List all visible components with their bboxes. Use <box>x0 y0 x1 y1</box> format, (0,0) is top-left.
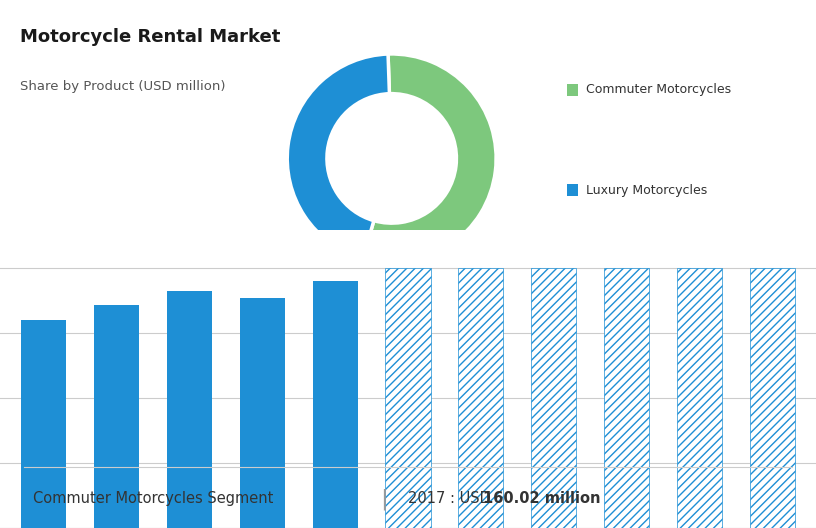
Wedge shape <box>363 54 496 263</box>
Text: 160.02 million: 160.02 million <box>483 492 601 506</box>
Text: 2017 : USD: 2017 : USD <box>408 492 495 506</box>
Text: |: | <box>379 488 388 510</box>
Bar <box>21 320 66 528</box>
Text: Motorcycle Rental Market: Motorcycle Rental Market <box>20 27 281 45</box>
Bar <box>750 269 795 528</box>
Wedge shape <box>287 54 389 259</box>
Bar <box>531 269 576 528</box>
Bar <box>676 269 722 528</box>
Bar <box>604 269 650 528</box>
Text: Luxury Motorcycles: Luxury Motorcycles <box>586 184 707 196</box>
Bar <box>166 290 212 528</box>
Text: Commuter Motorcycles: Commuter Motorcycles <box>586 83 731 96</box>
Bar <box>459 269 503 528</box>
Text: Share by Product (USD million): Share by Product (USD million) <box>20 80 226 93</box>
Bar <box>385 269 431 528</box>
Bar <box>313 281 357 528</box>
Bar <box>240 298 285 528</box>
Text: Commuter Motorcycles Segment: Commuter Motorcycles Segment <box>33 492 273 506</box>
Bar <box>94 305 140 528</box>
